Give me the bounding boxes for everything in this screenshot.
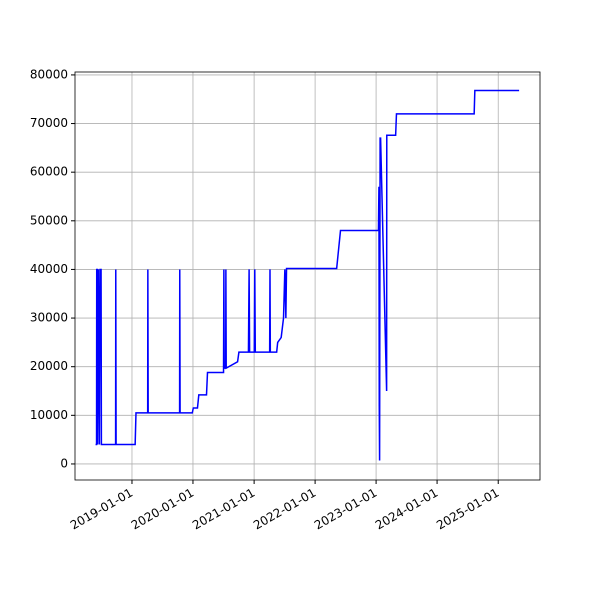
plot-frame [74, 71, 541, 481]
y-tick-label: 60000 [30, 165, 68, 179]
y-tick-label: 80000 [30, 67, 68, 81]
y-tick-label: 10000 [30, 408, 68, 422]
y-tick-label: 30000 [30, 311, 68, 325]
y-tick-label: 70000 [30, 116, 68, 130]
data-line [95, 89, 520, 461]
y-tick-label: 20000 [30, 359, 68, 373]
y-tick-label: 50000 [30, 213, 68, 227]
y-tick-label: 0 [60, 456, 68, 470]
y-tick-label: 40000 [30, 262, 68, 276]
